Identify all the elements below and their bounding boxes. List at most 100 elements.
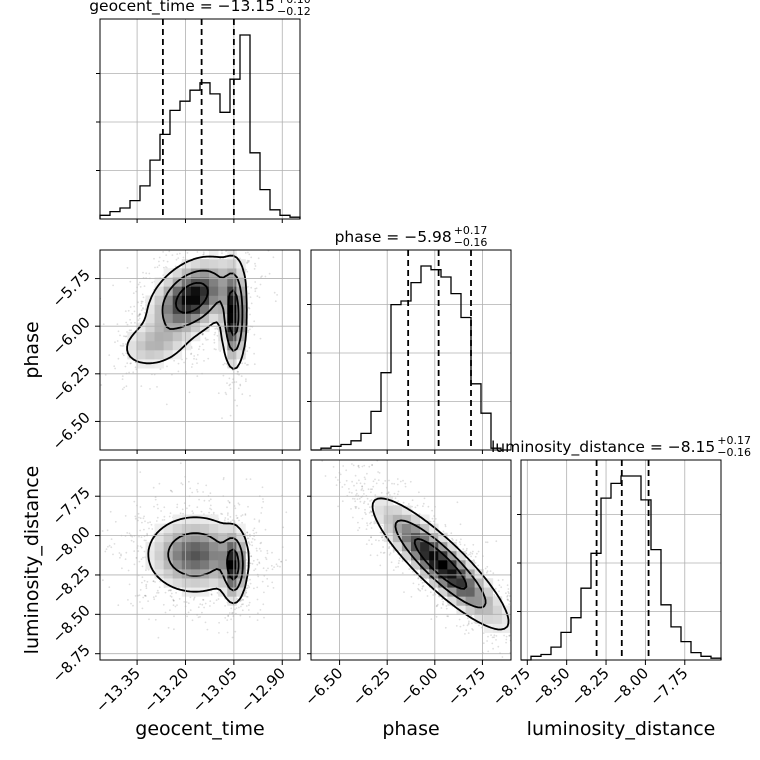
scatter-point — [444, 626, 447, 629]
density-cell — [163, 578, 174, 588]
density-cell — [200, 523, 210, 534]
scatter-point — [450, 532, 453, 535]
density-cell — [145, 304, 155, 314]
scatter-point — [353, 498, 356, 500]
density-cell — [227, 313, 237, 324]
scatter-point — [229, 516, 232, 518]
scatter-point — [507, 598, 509, 601]
scatter-point — [253, 333, 256, 336]
title-plus: +0.17 — [717, 434, 751, 447]
density-cell — [227, 340, 237, 351]
scatter-point — [155, 520, 158, 522]
scatter-point — [215, 599, 218, 601]
scatter-point — [139, 312, 141, 315]
scatter-point — [119, 344, 122, 347]
scatter-point — [392, 569, 395, 571]
scatter-point — [129, 318, 132, 321]
scatter-point — [247, 505, 249, 508]
scatter-point — [482, 642, 485, 645]
scatter-point — [124, 365, 127, 368]
scatter-point — [389, 552, 392, 554]
scatter-point — [198, 348, 200, 350]
scatter-point — [508, 595, 511, 597]
scatter-point — [222, 374, 225, 377]
density-cell — [172, 350, 183, 360]
scatter-point — [372, 485, 375, 488]
scatter-point — [388, 553, 391, 556]
scatter-point — [141, 576, 144, 579]
scatter-point — [472, 629, 474, 631]
scatter-point — [228, 384, 231, 387]
scatter-point — [134, 517, 137, 520]
scatter-point — [113, 365, 116, 368]
scatter-point — [201, 603, 204, 606]
scatter-point — [161, 519, 164, 521]
scatter-point — [164, 611, 167, 614]
scatter-point — [246, 531, 249, 534]
scatter-point — [256, 598, 259, 601]
scatter-point — [249, 394, 251, 397]
scatter-point — [276, 294, 278, 296]
scatter-point — [472, 550, 474, 553]
scatter-point — [250, 555, 253, 558]
scatter-point — [227, 512, 229, 515]
scatter-point — [507, 591, 510, 593]
scatter-point — [352, 464, 355, 467]
scatter-point — [173, 359, 176, 362]
density-cell — [438, 550, 448, 561]
scatter-point — [357, 465, 360, 468]
scatter-point — [216, 328, 219, 331]
scatter-point — [423, 497, 426, 500]
scatter-point — [240, 375, 243, 377]
density-cell — [411, 532, 421, 543]
scatter-point — [262, 567, 265, 570]
scatter-point — [371, 488, 373, 491]
scatter-point — [221, 252, 223, 255]
scatter-point — [357, 507, 360, 510]
density-cell — [181, 578, 192, 588]
scatter-point — [352, 497, 354, 500]
scatter-point — [248, 604, 250, 606]
density-cell — [447, 560, 457, 570]
scatter-point — [122, 343, 124, 345]
scatter-point — [202, 599, 205, 601]
density-cell — [181, 532, 192, 543]
scatter-point — [246, 564, 249, 567]
density-cell — [218, 541, 228, 552]
scatter-point — [238, 606, 240, 609]
histogram-phase — [311, 265, 511, 451]
scatter-point — [361, 485, 363, 487]
scatter-point — [167, 626, 170, 629]
density-cell — [190, 268, 201, 278]
scatter-point — [335, 484, 338, 486]
scatter-point — [264, 528, 267, 531]
density-cell — [218, 268, 228, 278]
density-cell — [465, 587, 475, 597]
scatter-point — [231, 519, 234, 522]
density-cell — [218, 277, 228, 287]
scatter-point — [186, 615, 189, 618]
scatter-point — [241, 598, 244, 601]
scatter-point — [255, 287, 258, 290]
panel-hist-phase-bg — [311, 250, 511, 450]
scatter-point — [209, 498, 212, 501]
scatter-point — [369, 500, 371, 502]
scatter-point — [337, 479, 339, 481]
density-cell — [209, 250, 219, 260]
scatter-point — [252, 559, 255, 562]
scatter-point — [153, 257, 155, 260]
scatter-point — [463, 544, 466, 546]
scatter-point — [159, 368, 162, 370]
title-main: geocent_time = −13.15 — [89, 0, 275, 16]
scatter-point — [190, 366, 193, 368]
scatter-point — [238, 373, 240, 376]
scatter-point — [137, 319, 140, 322]
scatter-point — [147, 600, 150, 602]
density-cell — [420, 560, 430, 570]
density-cell — [411, 550, 421, 561]
scatter-point — [182, 256, 185, 259]
scatter-point — [220, 512, 223, 515]
scatter-point — [364, 478, 367, 481]
scatter-point — [377, 471, 379, 473]
density-cell — [145, 550, 155, 561]
